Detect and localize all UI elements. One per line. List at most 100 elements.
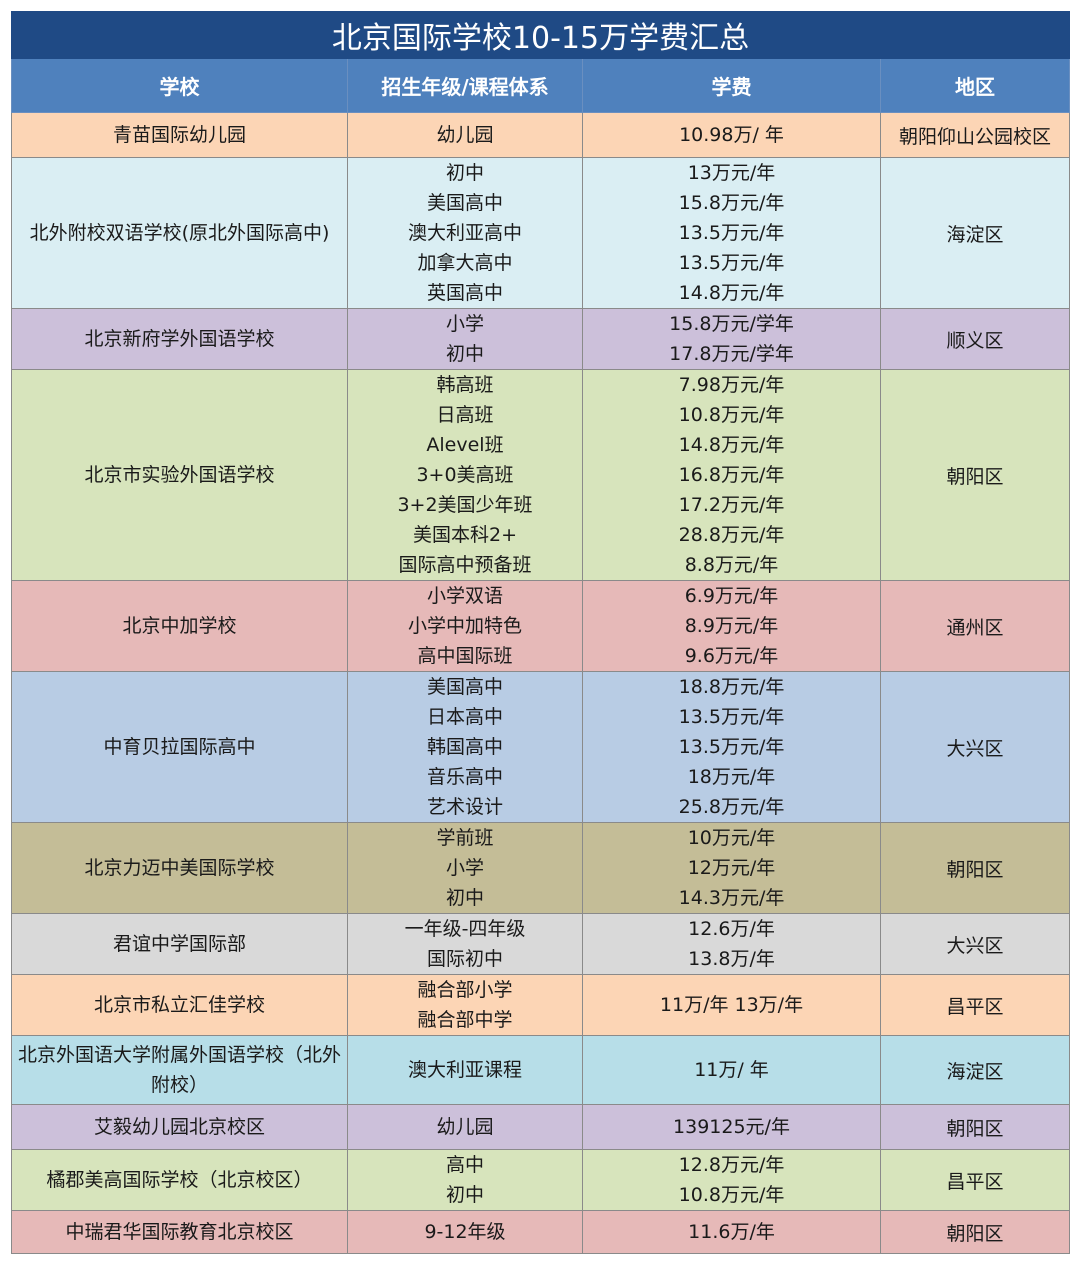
region-cell: 大兴区 [880, 913, 1070, 975]
header-school: 学校 [11, 58, 348, 113]
grades-cell: 一年级-四年级 国际初中 [347, 913, 583, 975]
table-row: 中育贝拉国际高中 美国高中 日本高中 韩国高中 音乐高中 艺术设计 18.8万元/年 13.5… [11, 671, 1070, 823]
fee-item: 28.8万元/年 [678, 524, 785, 546]
grade-item: 融合部小学 [417, 979, 513, 1001]
fees-cell: 12.8万元/年 10.8万元/年 [582, 1149, 881, 1211]
grade-item: 韩国高中 [426, 736, 503, 758]
fee-item: 17.2万元/年 [678, 494, 785, 516]
grade-item: Alevel班 [426, 434, 504, 456]
grades-cell: 小学双语 小学中加特色 高中国际班 [347, 580, 583, 672]
region-cell: 朝阳区 [880, 1210, 1070, 1254]
fee-item: 7.98万元/年 [678, 374, 785, 396]
tuition-table-container: 北京国际学校10-15万学费汇总 学校 招生年级/课程体系 学费 地区 青苗国际… [11, 11, 1070, 1254]
region-cell: 昌平区 [880, 974, 1070, 1036]
header-region: 地区 [880, 58, 1070, 113]
grade-item: 澳大利亚课程 [407, 1059, 522, 1081]
fee-item: 16.8万元/年 [678, 464, 785, 486]
table-title: 北京国际学校10-15万学费汇总 [11, 11, 1070, 59]
region-cell: 海淀区 [880, 1035, 1070, 1105]
grade-item: 高中 [445, 1154, 484, 1176]
school-name-cell: 北京中加学校 [11, 580, 348, 672]
school-name-cell: 中育贝拉国际高中 [11, 671, 348, 823]
header-grades: 招生年级/课程体系 [347, 58, 583, 113]
region-cell: 顺义区 [880, 308, 1070, 370]
fees-cell: 13万元/年 15.8万元/年 13.5万元/年 13.5万元/年 14.8万元/年 [582, 157, 881, 309]
grade-item: 美国高中 [426, 192, 503, 214]
region-cell: 朝阳区 [880, 369, 1070, 581]
fees-cell: 11万/年 13万/年 [582, 974, 881, 1036]
grades-cell: 幼儿园 [347, 112, 583, 158]
fee-item: 8.9万元/年 [684, 615, 779, 637]
grades-cell: 9-12年级 [347, 1210, 583, 1254]
table-row: 北京外国语大学附属外国语学校（北外附校） 澳大利亚课程 11万/ 年 海淀区 [11, 1035, 1070, 1105]
grade-item: 美国高中 [426, 676, 503, 698]
fees-cell: 10万元/年 12万元/年 14.3万元/年 [582, 822, 881, 914]
fee-item: 11万/ 年 [694, 1059, 769, 1081]
grade-item: 融合部中学 [417, 1009, 513, 1031]
grade-item: 日高班 [436, 404, 494, 426]
grade-item: 音乐高中 [426, 766, 503, 788]
grades-cell: 学前班 小学 初中 [347, 822, 583, 914]
region-cell: 海淀区 [880, 157, 1070, 309]
fee-item: 14.8万元/年 [678, 434, 785, 456]
region-cell: 朝阳区 [880, 822, 1070, 914]
fees-cell: 12.6万/年 13.8万/年 [582, 913, 881, 975]
fee-item: 139125元/年 [673, 1116, 790, 1138]
school-name-cell: 北外附校双语学校(原北外国际高中) [11, 157, 348, 309]
school-name-cell: 北京市实验外国语学校 [11, 369, 348, 581]
region-cell: 通州区 [880, 580, 1070, 672]
grade-item: 艺术设计 [426, 796, 503, 818]
school-name-cell: 青苗国际幼儿园 [11, 112, 348, 158]
grades-cell: 韩高班 日高班 Alevel班 3+0美高班 3+2美国少年班 美国本科2+ 国际高中预备班 [347, 369, 583, 581]
grade-item: 小学 [445, 313, 484, 335]
grade-item: 国际初中 [426, 948, 503, 970]
school-name-cell: 中瑞君华国际教育北京校区 [11, 1210, 348, 1254]
grades-cell: 初中 美国高中 澳大利亚高中 加拿大高中 英国高中 [347, 157, 583, 309]
grades-cell: 小学 初中 [347, 308, 583, 370]
grade-item: 初中 [445, 1184, 484, 1206]
fee-item: 11.6万/年 [688, 1221, 775, 1243]
fee-item: 12.6万/年 [688, 918, 775, 940]
grade-item: 3+2美国少年班 [397, 494, 533, 516]
fee-item: 10.98万/ 年 [679, 124, 784, 146]
grade-item: 9-12年级 [424, 1221, 506, 1243]
fees-cell: 11万/ 年 [582, 1035, 881, 1105]
fee-item: 12.8万元/年 [678, 1154, 785, 1176]
fee-item: 6.9万元/年 [684, 585, 779, 607]
table-row: 君谊中学国际部 一年级-四年级 国际初中 12.6万/年 13.8万/年 大兴区 [11, 913, 1070, 975]
table-row: 橘郡美高国际学校（北京校区） 高中 初中 12.8万元/年 10.8万元/年 昌平区 [11, 1149, 1070, 1211]
grade-item: 韩高班 [436, 374, 494, 396]
grades-cell: 高中 初中 [347, 1149, 583, 1211]
fee-item: 10.8万元/年 [678, 1184, 785, 1206]
fee-item: 17.8万元/学年 [669, 343, 794, 365]
school-name-cell: 北京市私立汇佳学校 [11, 974, 348, 1036]
fee-item: 25.8万元/年 [678, 796, 785, 818]
grade-item: 初中 [445, 343, 484, 365]
grade-item: 小学双语 [426, 585, 503, 607]
table-row: 北京市实验外国语学校 韩高班 日高班 Alevel班 3+0美高班 3+2美国少年班 美国本… [11, 369, 1070, 581]
table-row: 青苗国际幼儿园 幼儿园 10.98万/ 年 朝阳仰山公园校区 [11, 112, 1070, 158]
fee-item: 12万元/年 [687, 857, 776, 879]
school-name-cell: 北京外国语大学附属外国语学校（北外附校） [11, 1035, 348, 1105]
grade-item: 学前班 [436, 827, 494, 849]
region-cell: 朝阳区 [880, 1104, 1070, 1150]
fees-cell: 15.8万元/学年 17.8万元/学年 [582, 308, 881, 370]
grade-item: 小学 [445, 857, 484, 879]
fee-item: 10万元/年 [687, 827, 776, 849]
fee-item: 14.3万元/年 [678, 887, 785, 909]
grade-item: 高中国际班 [417, 645, 513, 667]
fee-item: 13.5万元/年 [678, 736, 785, 758]
fee-item: 13.5万元/年 [678, 706, 785, 728]
table-row: 北外附校双语学校(原北外国际高中) 初中 美国高中 澳大利亚高中 加拿大高中 英国高中 13… [11, 157, 1070, 309]
grade-item: 日本高中 [426, 706, 503, 728]
grade-item: 3+0美高班 [416, 464, 514, 486]
fee-item: 13.5万元/年 [678, 222, 785, 244]
grade-item: 英国高中 [426, 282, 503, 304]
fees-cell: 11.6万/年 [582, 1210, 881, 1254]
fees-cell: 6.9万元/年 8.9万元/年 9.6万元/年 [582, 580, 881, 672]
grade-item: 加拿大高中 [417, 252, 513, 274]
grades-cell: 澳大利亚课程 [347, 1035, 583, 1105]
grades-cell: 幼儿园 [347, 1104, 583, 1150]
region-cell: 大兴区 [880, 671, 1070, 823]
fee-item: 15.8万元/年 [678, 192, 785, 214]
